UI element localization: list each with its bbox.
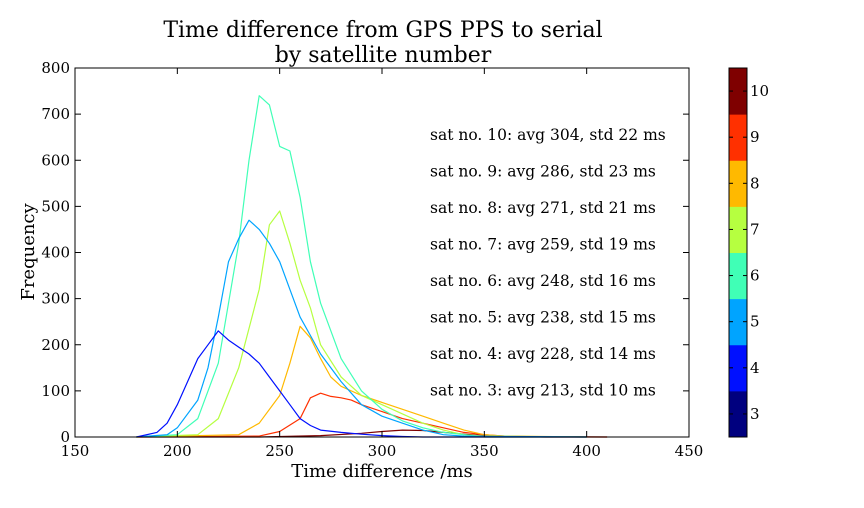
- series-line-sat-6: [136, 95, 587, 438]
- annotations: sat no. 10: avg 304, std 22 ms sat no. 9:…: [430, 126, 666, 400]
- y-tick-label: 600: [41, 151, 70, 169]
- chart-subtitle: by satellite number: [275, 43, 492, 68]
- annotation-text: sat no. 4: avg 228, std 14 ms: [430, 345, 656, 363]
- x-axis-ticks: 150 200 250 300 350 400 450: [61, 68, 704, 460]
- x-tick-label: 450: [675, 442, 704, 460]
- colorbar-tick-label: 4: [750, 359, 760, 377]
- y-tick-label: 0: [60, 428, 70, 446]
- annotation-text: sat no. 6: avg 248, std 16 ms: [430, 272, 656, 290]
- x-tick-label: 150: [61, 442, 90, 460]
- annotation-text: sat no. 8: avg 271, std 21 ms: [430, 199, 656, 217]
- colorbar-segment: [729, 206, 747, 253]
- chart-title: Time difference from GPS PPS to serial: [163, 18, 602, 43]
- colorbar-segment: [729, 68, 747, 115]
- x-tick-label: 300: [368, 442, 397, 460]
- annotation-text: sat no. 9: avg 286, std 23 ms: [430, 163, 656, 181]
- colorbar-tick-label: 9: [750, 128, 760, 146]
- plot-area: [136, 95, 608, 438]
- colorbar-segment: [729, 298, 747, 346]
- y-axis-label: Frequency: [18, 202, 39, 300]
- x-tick-label: 400: [572, 442, 601, 460]
- x-tick-label: 350: [470, 442, 499, 460]
- y-tick-label: 300: [41, 290, 70, 308]
- annotation-text: sat no. 3: avg 213, std 10 ms: [430, 382, 656, 400]
- y-tick-label: 500: [41, 197, 70, 215]
- y-tick-label: 800: [41, 59, 70, 77]
- colorbar-frame: [728, 67, 748, 438]
- colorbar-tick-label: 10: [750, 82, 769, 100]
- y-tick-label: 700: [41, 105, 70, 123]
- colorbar-segment: [729, 252, 747, 300]
- colorbar-segment: [729, 160, 747, 207]
- colorbar-tick-label: 6: [750, 267, 760, 285]
- y-tick-label: 400: [41, 244, 70, 262]
- annotation-text: sat no. 10: avg 304, std 22 ms: [430, 126, 666, 144]
- y-tick-label: 100: [41, 382, 70, 400]
- x-axis-label: Time difference /ms: [291, 461, 473, 482]
- colorbar-tick-label: 3: [750, 405, 760, 423]
- colorbar-segment: [729, 114, 747, 161]
- series-line-sat-8: [136, 325, 587, 438]
- annotation-text: sat no. 5: avg 238, std 15 ms: [430, 309, 656, 327]
- colorbar: 3 4 5 6 7 8 9 10: [728, 67, 769, 438]
- x-tick-label: 250: [265, 442, 294, 460]
- annotation-text: sat no. 7: avg 259, std 19 ms: [430, 236, 656, 254]
- y-axis-ticks: 0 100 200 300 400 500 600 700 800: [41, 59, 689, 446]
- series-line-sat-4: [136, 330, 587, 438]
- series-line-sat-7: [136, 210, 587, 438]
- colorbar-segment: [729, 390, 747, 438]
- colorbar-tick-label: 5: [750, 313, 760, 331]
- colorbar-segment: [729, 344, 747, 392]
- colorbar-tick-label: 8: [750, 174, 760, 192]
- colorbar-tick-label: 7: [750, 220, 760, 238]
- y-tick-label: 200: [41, 336, 70, 354]
- series-line-sat-5: [136, 219, 587, 438]
- x-tick-label: 200: [163, 442, 192, 460]
